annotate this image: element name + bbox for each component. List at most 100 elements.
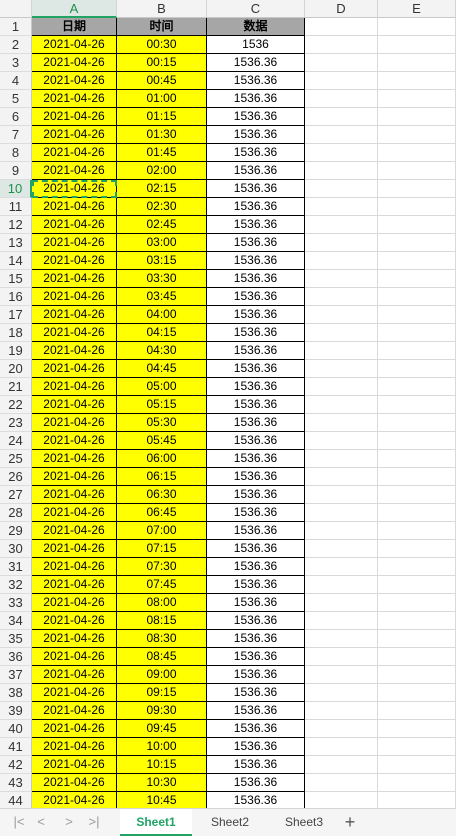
empty-cell[interactable]: [305, 720, 378, 738]
empty-cell[interactable]: [378, 486, 456, 504]
date-cell[interactable]: 2021-04-26: [32, 306, 117, 324]
empty-cell[interactable]: [305, 108, 378, 126]
time-cell[interactable]: 03:45: [117, 288, 207, 306]
value-cell[interactable]: 1536.36: [207, 126, 305, 144]
date-cell[interactable]: 2021-04-26: [32, 126, 117, 144]
row-header[interactable]: 21: [0, 378, 32, 396]
time-cell[interactable]: 10:15: [117, 756, 207, 774]
date-cell[interactable]: 2021-04-26: [32, 684, 117, 702]
value-cell[interactable]: 1536.36: [207, 342, 305, 360]
empty-cell[interactable]: [378, 198, 456, 216]
value-cell[interactable]: 1536.36: [207, 90, 305, 108]
date-cell[interactable]: 2021-04-26: [32, 774, 117, 792]
date-cell[interactable]: 2021-04-26: [32, 54, 117, 72]
prev-sheet-icon[interactable]: <: [37, 814, 45, 829]
empty-cell[interactable]: [305, 90, 378, 108]
date-cell[interactable]: 2021-04-26: [32, 360, 117, 378]
next-sheet-icon[interactable]: >: [65, 814, 73, 829]
empty-cell[interactable]: [378, 234, 456, 252]
empty-cell[interactable]: [378, 522, 456, 540]
empty-cell[interactable]: [378, 288, 456, 306]
date-cell[interactable]: 2021-04-26: [32, 36, 117, 54]
value-cell[interactable]: 1536.36: [207, 108, 305, 126]
empty-cell[interactable]: [305, 162, 378, 180]
row-header[interactable]: 22: [0, 396, 32, 414]
empty-cell[interactable]: [305, 396, 378, 414]
empty-cell[interactable]: [305, 738, 378, 756]
empty-cell[interactable]: [378, 468, 456, 486]
date-cell[interactable]: 2021-04-26: [32, 450, 117, 468]
empty-cell[interactable]: [305, 468, 378, 486]
value-cell[interactable]: 1536.36: [207, 774, 305, 792]
value-cell[interactable]: 1536.36: [207, 522, 305, 540]
value-cell[interactable]: 1536.36: [207, 486, 305, 504]
empty-cell[interactable]: [378, 576, 456, 594]
row-header[interactable]: 12: [0, 216, 32, 234]
row-header[interactable]: 33: [0, 594, 32, 612]
date-cell[interactable]: 2021-04-26: [32, 666, 117, 684]
date-cell[interactable]: 2021-04-26: [32, 252, 117, 270]
empty-cell[interactable]: [378, 774, 456, 792]
value-cell[interactable]: 1536.36: [207, 54, 305, 72]
empty-cell[interactable]: [305, 594, 378, 612]
date-cell[interactable]: 2021-04-26: [32, 216, 117, 234]
date-cell[interactable]: 2021-04-26: [32, 234, 117, 252]
date-cell[interactable]: 2021-04-26: [32, 108, 117, 126]
value-cell[interactable]: 1536.36: [207, 162, 305, 180]
time-cell[interactable]: 01:00: [117, 90, 207, 108]
value-cell[interactable]: 1536.36: [207, 252, 305, 270]
empty-cell[interactable]: [378, 72, 456, 90]
date-cell[interactable]: 2021-04-26: [32, 468, 117, 486]
empty-cell[interactable]: [305, 288, 378, 306]
empty-cell[interactable]: [378, 450, 456, 468]
empty-cell[interactable]: [305, 630, 378, 648]
value-cell[interactable]: 1536.36: [207, 558, 305, 576]
date-cell[interactable]: 2021-04-26: [32, 324, 117, 342]
tab-sheet2[interactable]: Sheet2: [210, 815, 250, 829]
empty-cell[interactable]: [378, 756, 456, 774]
value-cell[interactable]: 1536.36: [207, 450, 305, 468]
row-header[interactable]: 13: [0, 234, 32, 252]
empty-cell[interactable]: [305, 54, 378, 72]
time-cell[interactable]: 07:30: [117, 558, 207, 576]
row-header[interactable]: 10: [0, 180, 32, 198]
value-cell[interactable]: 1536.36: [207, 738, 305, 756]
empty-cell[interactable]: [305, 36, 378, 54]
time-cell[interactable]: 07:00: [117, 522, 207, 540]
value-cell[interactable]: 1536.36: [207, 360, 305, 378]
date-cell[interactable]: 2021-04-26: [32, 396, 117, 414]
time-cell[interactable]: 03:00: [117, 234, 207, 252]
value-cell[interactable]: 1536.36: [207, 324, 305, 342]
empty-cell[interactable]: [305, 450, 378, 468]
row-header[interactable]: 4: [0, 72, 32, 90]
row-header[interactable]: 29: [0, 522, 32, 540]
row-header[interactable]: 20: [0, 360, 32, 378]
empty-cell[interactable]: [305, 540, 378, 558]
time-cell[interactable]: 01:30: [117, 126, 207, 144]
value-cell[interactable]: 1536.36: [207, 504, 305, 522]
time-cell[interactable]: 02:15: [117, 180, 207, 198]
empty-cell[interactable]: [378, 252, 456, 270]
row-header[interactable]: 14: [0, 252, 32, 270]
date-cell[interactable]: 2021-04-26: [32, 342, 117, 360]
date-cell[interactable]: 2021-04-26: [32, 702, 117, 720]
date-cell[interactable]: 2021-04-26: [32, 270, 117, 288]
empty-cell[interactable]: [378, 108, 456, 126]
value-cell[interactable]: 1536.36: [207, 666, 305, 684]
value-cell[interactable]: 1536.36: [207, 234, 305, 252]
empty-cell[interactable]: [378, 324, 456, 342]
empty-cell[interactable]: [305, 270, 378, 288]
date-cell[interactable]: 2021-04-26: [32, 756, 117, 774]
value-cell[interactable]: 1536.36: [207, 270, 305, 288]
date-cell[interactable]: 2021-04-26: [32, 144, 117, 162]
value-cell[interactable]: 1536.36: [207, 72, 305, 90]
header-cell-value[interactable]: 数据: [207, 18, 305, 36]
row-header[interactable]: 7: [0, 126, 32, 144]
empty-cell[interactable]: [378, 684, 456, 702]
empty-cell[interactable]: [305, 360, 378, 378]
value-cell[interactable]: 1536.36: [207, 198, 305, 216]
row-header[interactable]: 31: [0, 558, 32, 576]
empty-cell[interactable]: [305, 72, 378, 90]
empty-cell[interactable]: [305, 198, 378, 216]
value-cell[interactable]: 1536.36: [207, 414, 305, 432]
